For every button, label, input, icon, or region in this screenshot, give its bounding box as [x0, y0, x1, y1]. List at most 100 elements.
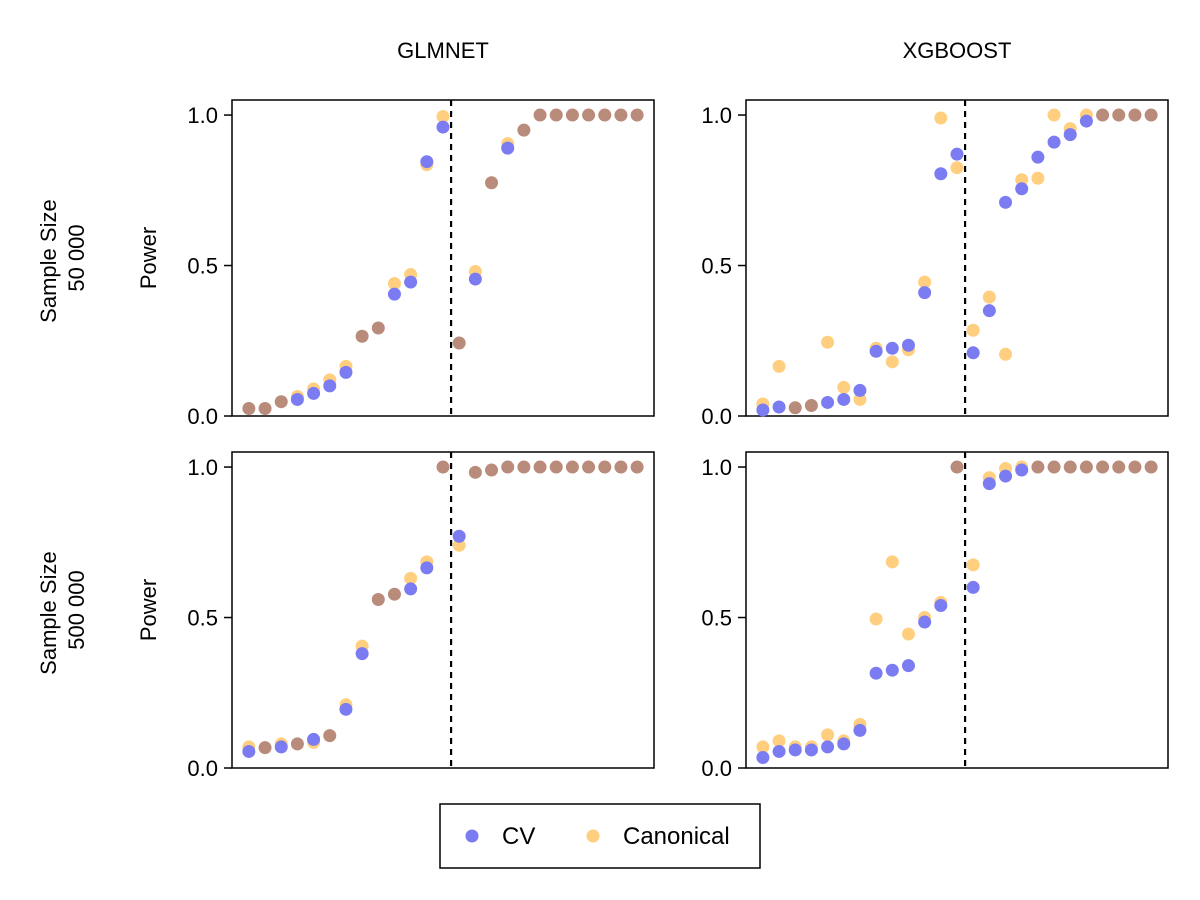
point-overlap — [371, 592, 385, 606]
point-cv — [885, 663, 899, 677]
point-overlap — [1031, 460, 1045, 474]
panel-frame — [231, 99, 655, 417]
point-overlap — [258, 401, 272, 415]
point-overlap — [468, 465, 482, 479]
point-overlap — [804, 398, 818, 412]
point-canonical — [1015, 173, 1029, 187]
point-cv — [468, 272, 482, 286]
y-tick-label: 1.0 — [187, 455, 218, 480]
legend-label-canonical: Canonical — [623, 823, 730, 850]
legend: CV Canonical — [439, 803, 761, 869]
point-overlap — [323, 729, 337, 743]
point-cv — [307, 732, 321, 746]
point-canonical — [404, 571, 418, 585]
legend-label-cv: CV — [502, 823, 535, 850]
point-overlap — [533, 460, 547, 474]
point-cv — [999, 195, 1013, 209]
point-cv — [501, 141, 515, 155]
point-cv — [1015, 463, 1029, 477]
point-canonical — [821, 728, 835, 742]
point-canonical — [869, 612, 883, 626]
point-canonical — [436, 110, 450, 124]
point-overlap — [1128, 108, 1142, 122]
point-cv — [323, 379, 337, 393]
y-tick-label: 0.5 — [701, 254, 732, 279]
point-overlap — [242, 401, 256, 415]
point-canonical — [853, 392, 867, 406]
point-cv — [918, 615, 932, 629]
point-overlap — [1063, 460, 1077, 474]
point-cv — [982, 477, 996, 491]
panel-xgboost-50000: 0.0 0.5 1.0 — [701, 99, 1169, 429]
point-cv — [853, 383, 867, 397]
point-overlap — [565, 460, 579, 474]
point-canonical — [885, 355, 899, 369]
point-cv — [404, 275, 418, 289]
point-overlap — [565, 108, 579, 122]
point-overlap — [1112, 108, 1126, 122]
point-overlap — [614, 108, 628, 122]
point-cv — [869, 344, 883, 358]
point-overlap — [1096, 108, 1110, 122]
point-cv — [387, 287, 401, 301]
point-overlap — [788, 401, 802, 415]
panel-glmnet-50000: 0.0 0.5 1.0 Power — [136, 99, 655, 429]
row-label-1-line1: Sample Size — [36, 551, 61, 675]
point-overlap — [1047, 460, 1061, 474]
point-cv — [772, 400, 786, 414]
column-title-xgboost: XGBOOST — [903, 38, 1012, 63]
point-overlap — [598, 460, 612, 474]
point-cv — [274, 740, 288, 754]
point-overlap — [387, 587, 401, 601]
point-overlap — [274, 395, 288, 409]
point-cv — [853, 723, 867, 737]
point-overlap — [517, 460, 531, 474]
point-cv — [918, 286, 932, 300]
point-cv — [339, 702, 353, 716]
point-cv — [420, 561, 434, 575]
y-tick-label: 1.0 — [701, 455, 732, 480]
point-cv — [339, 365, 353, 379]
point-cv — [1031, 150, 1045, 164]
row-label-0-line1: Sample Size — [36, 199, 61, 323]
y-tick-label: 0.5 — [701, 606, 732, 631]
point-cv — [307, 386, 321, 400]
y-tick-label: 0.0 — [187, 404, 218, 429]
point-cv — [1047, 135, 1061, 149]
y-axis-label: Power — [136, 227, 161, 289]
point-overlap — [501, 460, 515, 474]
row-label-0: Sample Size 50 000 — [36, 193, 89, 323]
point-canonical — [837, 380, 851, 394]
point-cv — [869, 666, 883, 680]
point-overlap — [598, 108, 612, 122]
y-tick-label: 0.5 — [187, 254, 218, 279]
column-title-glmnet: GLMNET — [397, 38, 489, 63]
point-canonical — [950, 161, 964, 175]
point-canonical — [966, 323, 980, 337]
point-overlap — [1128, 460, 1142, 474]
point-overlap — [290, 737, 304, 751]
point-overlap — [614, 460, 628, 474]
y-tick-label: 0.0 — [701, 756, 732, 781]
point-overlap — [258, 741, 272, 755]
point-cv — [1015, 182, 1029, 196]
point-cv — [950, 147, 964, 161]
point-canonical — [1031, 171, 1045, 185]
point-overlap — [355, 329, 369, 343]
point-canonical — [821, 335, 835, 349]
point-canonical — [999, 347, 1013, 361]
point-overlap — [950, 460, 964, 474]
point-overlap — [630, 460, 644, 474]
point-overlap — [549, 108, 563, 122]
point-overlap — [485, 463, 499, 477]
point-canonical — [966, 558, 980, 572]
y-tick-label: 0.0 — [187, 756, 218, 781]
point-cv — [756, 403, 770, 417]
point-cv — [821, 740, 835, 754]
point-overlap — [517, 123, 531, 137]
point-canonical — [772, 734, 786, 748]
point-cv — [966, 346, 980, 360]
point-canonical — [1047, 108, 1061, 122]
point-cv — [1079, 114, 1093, 128]
